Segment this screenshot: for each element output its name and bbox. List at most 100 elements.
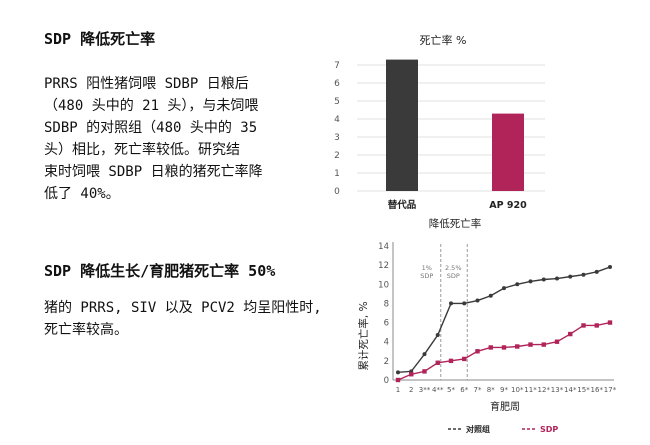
bar-chart-x-tick-label: 替代品 — [388, 199, 417, 211]
line-chart-point — [396, 370, 400, 375]
line-chart-annotation-text: 2.5% — [445, 264, 462, 272]
line-chart-point — [501, 345, 507, 350]
section-paragraph-finishing: 猪的 PRRS, SIV 以及 PCV2 均呈阳性时, 死亡率较高。 — [44, 297, 322, 341]
line-chart-y-tick-label: 8 — [384, 299, 389, 309]
line-chart-point — [555, 276, 559, 281]
bar-chart-title: 死亡率 % — [420, 33, 467, 47]
line-chart-point — [528, 279, 533, 284]
line-chart-point — [422, 352, 427, 357]
line-chart-point — [488, 345, 493, 350]
line-chart-point — [462, 301, 467, 306]
line-chart-divider-lines — [440, 244, 468, 380]
line-chart-y-tick-label: 12 — [378, 261, 389, 271]
line-chart-point — [608, 265, 612, 270]
line-chart-x-tick-label: 17* — [604, 386, 617, 394]
line-chart-point — [475, 298, 480, 303]
line-chart-point — [541, 277, 546, 282]
line-chart-x-tick-label: 4** — [432, 386, 444, 394]
line-chart-legend: 对照组 SDP — [448, 424, 558, 434]
line-chart-point — [541, 342, 546, 347]
line-chart-point — [607, 320, 613, 325]
line-chart-x-tick-label: 16* — [591, 386, 604, 394]
line-chart-point — [435, 360, 440, 365]
paragraph-line: 头）相比，死亡率较低。研究结 — [44, 142, 240, 158]
section-paragraph-mortality: PRRS 阳性猪饲喂 SDBP 日粮后 （480 头中的 21 头），与未饲喂 … — [44, 73, 263, 205]
line-chart-x-tick-label: 12* — [538, 386, 551, 394]
line-chart-y-tick-label: 14 — [378, 242, 389, 252]
line-chart-x-tick-label: 8* — [487, 386, 495, 394]
line-chart-point — [515, 282, 520, 287]
bar-chart-bar — [492, 113, 524, 191]
line-chart-x-tick-label: 1 — [396, 386, 400, 394]
paragraph-line: 束时饲喂 SDBP 日粮的猪死亡率降 — [44, 164, 263, 180]
line-chart-point — [462, 356, 467, 362]
line-chart-x-tick-label: 13* — [551, 386, 564, 394]
line-chart-point — [594, 323, 599, 328]
line-chart-point — [502, 286, 506, 291]
paragraph-line: 猪的 PRRS, SIV 以及 PCV2 均呈阳性时, — [44, 300, 322, 316]
line-chart-y-tick-label: 0 — [384, 376, 389, 386]
line-chart-x-tick-label: 3** — [419, 386, 431, 394]
bar-chart-y-tick-label: 6 — [334, 79, 340, 89]
line-chart-point — [594, 269, 599, 274]
line-chart-x-tick-label: 5* — [447, 386, 455, 394]
line-chart-point — [581, 272, 586, 277]
line-chart-point — [488, 293, 493, 298]
line-chart-point — [409, 372, 414, 377]
line-chart-x-tick-label: 9* — [500, 386, 508, 394]
paragraph-line: SDBP 的对照组（480 头中的 35 — [44, 120, 258, 136]
line-chart-point — [449, 301, 453, 306]
bar-chart-y-tick-label: 1 — [334, 169, 340, 179]
line-chart-x-tick-label: 2 — [409, 386, 413, 394]
line-chart-annotation-text: SDP — [447, 272, 460, 280]
line-chart-x-tick-label: 7* — [474, 386, 482, 394]
line-chart-point — [515, 344, 520, 349]
line-chart-axes — [392, 242, 614, 381]
line-chart-point — [422, 369, 427, 374]
section-heading-mortality: SDP 降低死亡率 — [44, 30, 156, 48]
line-chart-point — [528, 342, 533, 347]
line-chart-y-ticks: 0 2 4 6 8 10 12 14 — [378, 242, 389, 386]
line-chart-x-tick-label: 6* — [460, 386, 468, 394]
line-chart-point — [395, 377, 401, 383]
mortality-bar-chart: 死亡率 % 0 1 2 3 4 5 6 7 替代品 AP 920 降低死亡率 — [334, 33, 545, 230]
line-chart-x-tick-label: 15* — [577, 386, 590, 394]
line-chart-series — [395, 265, 613, 383]
line-chart-y-tick-label: 4 — [384, 338, 389, 348]
line-chart-point — [568, 331, 573, 337]
bar-chart-x-tick-label: AP 920 — [489, 200, 527, 211]
paragraph-line: 死亡率较高。 — [44, 322, 128, 338]
line-chart-legend-label: 对照组 — [466, 424, 490, 434]
line-chart-y-axis-label: 累计死亡率, % — [357, 301, 370, 370]
line-chart-point — [475, 349, 480, 354]
paragraph-line: PRRS 阳性猪饲喂 SDBP 日粮后 — [44, 76, 249, 92]
line-chart-point — [435, 333, 440, 338]
line-chart-y-tick-label: 6 — [384, 319, 389, 329]
line-chart-x-tick-label: 10* — [511, 386, 524, 394]
bar-chart-y-ticks: 0 1 2 3 4 5 6 7 — [334, 61, 340, 197]
line-chart-point — [448, 358, 454, 364]
bar-chart-bar — [386, 59, 418, 191]
line-chart-x-ticks: 1 2 3** 4** 5* 6* 7* 8* 9* 10* 11* 12* 13* 14* 15* 16* 1… — [396, 386, 617, 394]
paragraph-line: （480 头中的 21 头），与未饲喂 — [44, 98, 259, 114]
line-chart-y-tick-label: 2 — [384, 357, 389, 367]
line-chart-x-axis-label: 育肥周 — [490, 400, 520, 413]
bar-chart-x-axis-label: 降低死亡率 — [429, 217, 482, 230]
bar-chart-bars — [386, 59, 524, 191]
line-chart-point — [581, 323, 586, 328]
bar-chart-x-ticks: 替代品 AP 920 — [388, 199, 527, 211]
bar-chart-y-tick-label: 4 — [334, 115, 340, 125]
bar-chart-y-tick-label: 2 — [334, 151, 340, 161]
line-chart-point — [568, 274, 573, 279]
line-chart-annotation-text: SDP — [420, 272, 433, 280]
line-chart-point — [554, 339, 560, 344]
line-chart-y-tick-label: 10 — [378, 280, 389, 290]
line-chart-annotation-text: 1% — [422, 264, 432, 272]
line-chart-series-line — [397, 266, 611, 374]
line-chart-legend-label: SDP — [540, 425, 558, 434]
line-chart-x-tick-label: 14* — [564, 386, 577, 394]
line-chart-x-tick-label: 11* — [524, 386, 537, 394]
line-chart-series-line — [397, 321, 611, 381]
